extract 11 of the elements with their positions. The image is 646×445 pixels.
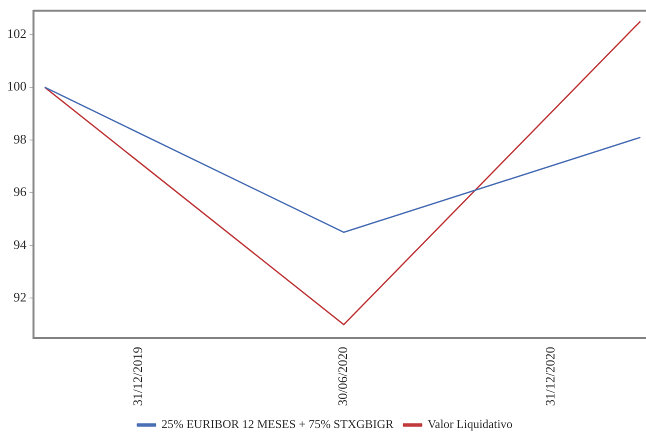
legend-label: Valor Liquidativo (428, 417, 513, 432)
x-tick-label: 31/12/2019 (130, 346, 145, 406)
y-tick-label: 94 (14, 236, 27, 252)
y-tick-label: 98 (14, 131, 26, 146)
y-tick-label: 92 (14, 290, 26, 305)
x-tick-label: 31/12/2020 (542, 346, 558, 406)
y-tick-label: 102 (7, 26, 26, 41)
y-tick-label: 96 (14, 184, 27, 200)
x-tick-label: 30/06/2020 (335, 346, 350, 406)
legend-label: 25% EURIBOR 12 MESES + 75% STXGBIGR (161, 417, 394, 432)
y-tick-label: 100 (7, 78, 26, 94)
